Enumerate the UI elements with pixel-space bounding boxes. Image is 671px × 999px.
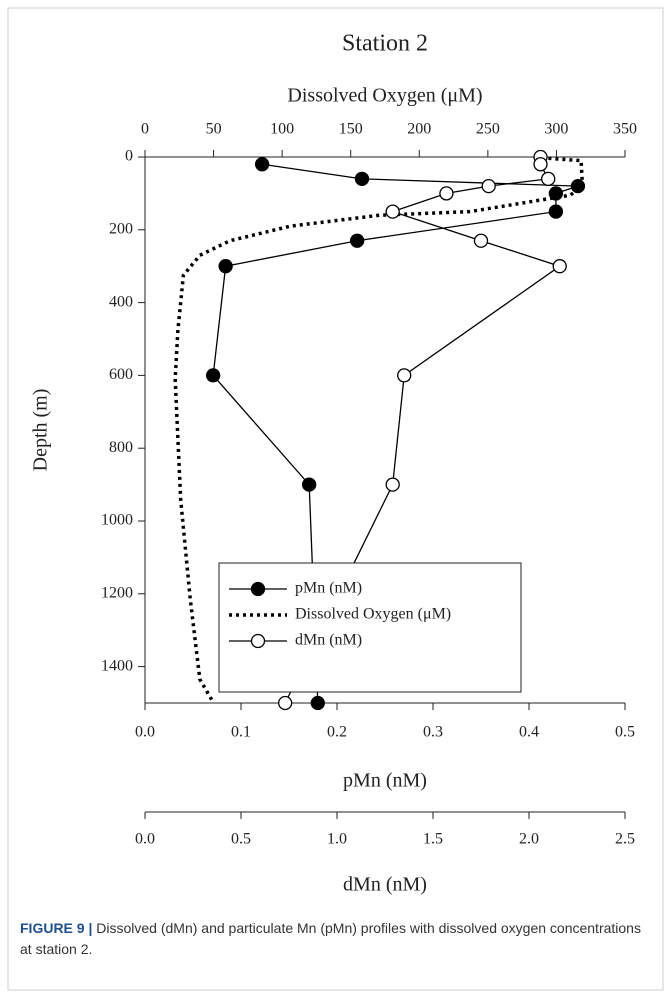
- x3-tick-label: 1.0: [327, 831, 347, 848]
- x2-tick-label: 50: [206, 121, 222, 138]
- data-point: [310, 695, 325, 711]
- series-line: [173, 155, 585, 704]
- x3-tick-label: 2.0: [519, 831, 539, 848]
- data-point: [533, 157, 548, 172]
- legend-label: dMn (nM): [295, 632, 362, 649]
- y-tick-label: 1400: [101, 657, 133, 674]
- y-tick-label: 800: [109, 439, 133, 456]
- data-point: [473, 233, 489, 248]
- data-point: [385, 204, 400, 219]
- x2-tick-label: 200: [407, 121, 431, 138]
- x2-tick-label: 150: [339, 121, 363, 138]
- y-tick-label: 1000: [101, 512, 133, 529]
- frame: [7, 7, 664, 991]
- data-point: [541, 171, 556, 186]
- x-label: pMn (nM): [343, 770, 427, 792]
- x3-tick-label: 0.5: [231, 831, 251, 848]
- x-tick-label: 0.0: [135, 724, 155, 741]
- data-point: [218, 259, 233, 274]
- x-tick-label: 0.3: [423, 724, 443, 741]
- legend-marker: [250, 633, 266, 649]
- x2-tick-label: 350: [613, 121, 637, 138]
- caption-label: FIGURE 9 |: [20, 920, 93, 936]
- data-point: [385, 477, 400, 492]
- chart-title: Station 2: [342, 31, 428, 57]
- y-tick-label: 0: [125, 148, 133, 165]
- legend-box: [218, 562, 522, 693]
- series-line: [212, 163, 579, 704]
- data-point: [548, 204, 564, 219]
- x3-tick-label: 1.5: [423, 831, 443, 848]
- data-point: [278, 695, 293, 711]
- x2-label: Dissolved Oxygen (μM): [287, 85, 482, 107]
- data-point: [570, 178, 586, 194]
- y-tick-label: 600: [109, 366, 133, 383]
- x2-tick-label: 300: [544, 121, 568, 138]
- legend-label: Dissolved Oxygen (μM): [295, 606, 451, 623]
- x-tick-label: 0.4: [519, 724, 539, 741]
- data-point: [302, 477, 317, 492]
- x-tick-label: 0.1: [231, 724, 251, 741]
- data-point: [254, 157, 270, 172]
- y-tick-label: 1200: [101, 584, 133, 601]
- y-tick-label: 200: [109, 220, 133, 237]
- x2-tick-label: 0: [141, 121, 149, 138]
- data-point: [552, 259, 567, 274]
- data-point: [481, 178, 496, 194]
- x3-tick-label: 2.5: [615, 831, 635, 848]
- data-point: [439, 186, 454, 201]
- x3-label: dMn (nM): [343, 874, 427, 896]
- data-point: [350, 233, 365, 248]
- y-tick-label: 400: [109, 293, 133, 310]
- legend-label: pMn (nM): [295, 580, 362, 597]
- legend-marker: [250, 581, 266, 597]
- x-tick-label: 0.5: [615, 724, 635, 741]
- x2-tick-label: 250: [476, 121, 500, 138]
- data-point: [354, 171, 370, 186]
- data-point: [397, 368, 412, 383]
- y-label: Depth (m): [30, 389, 52, 472]
- data-point: [206, 368, 221, 383]
- x-tick-label: 0.2: [327, 724, 347, 741]
- caption-text: Dissolved (dMn) and particulate Mn (pMn)…: [20, 920, 641, 957]
- caption: FIGURE 9 | Dissolved (dMn) and particula…: [20, 918, 650, 960]
- x3-tick-label: 0.0: [135, 831, 155, 848]
- x2-tick-label: 100: [270, 121, 294, 138]
